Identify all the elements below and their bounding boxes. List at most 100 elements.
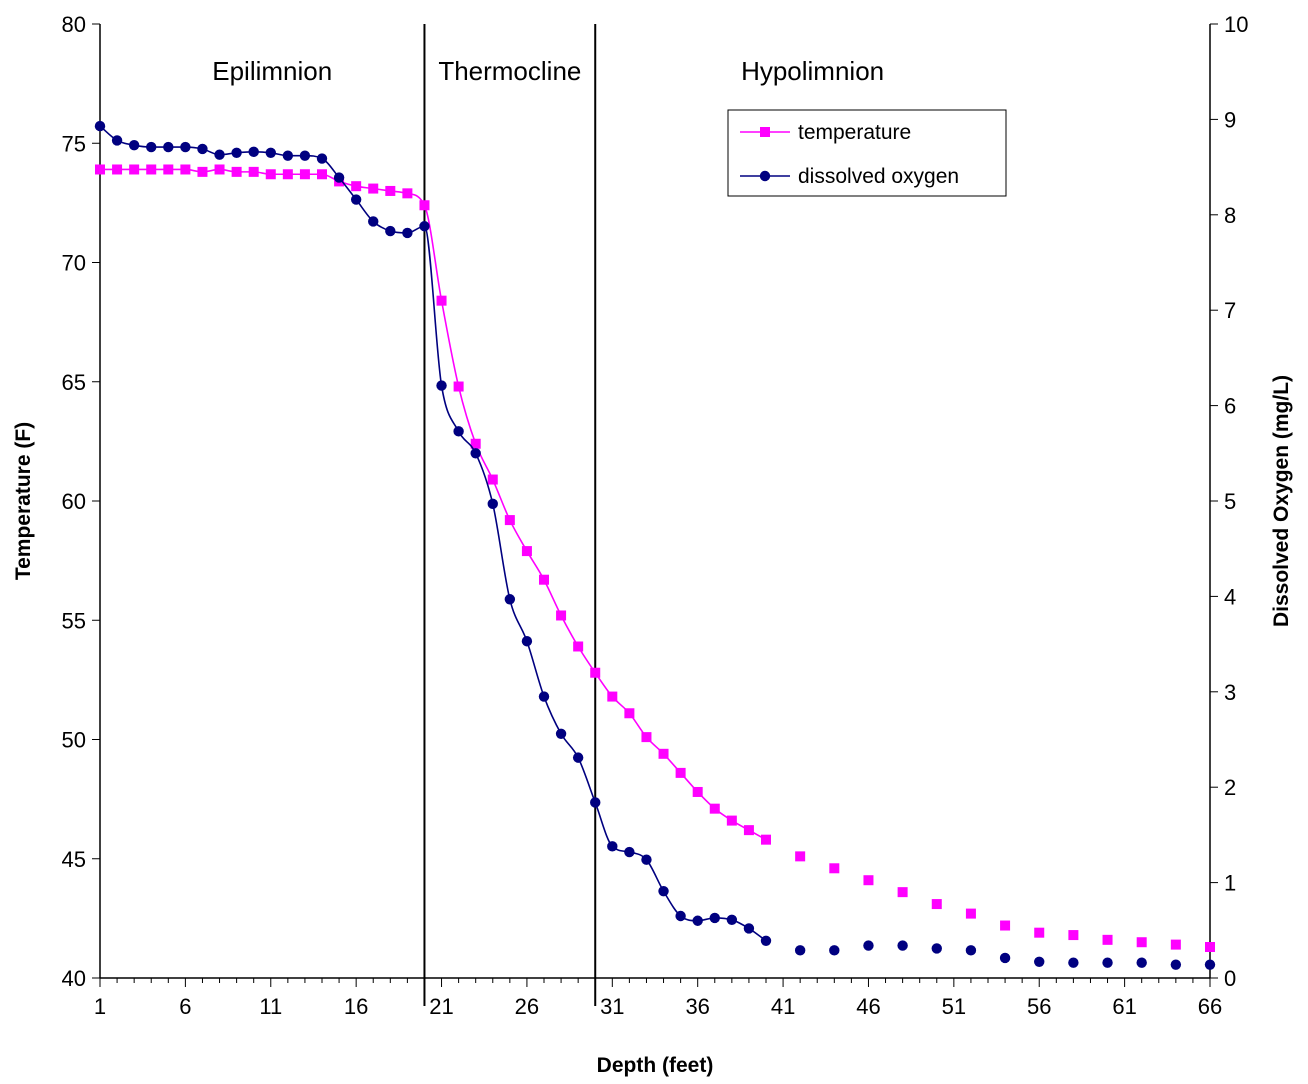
dissolved-oxygen-point (829, 945, 840, 956)
temperature-point (521, 546, 532, 557)
dissolved-oxygen-point (624, 846, 635, 858)
legend-marker-square (760, 127, 770, 137)
temperature-point (487, 474, 498, 485)
temperature-point (761, 834, 771, 845)
dissolved-oxygen-point (675, 910, 686, 922)
legend-marker-circle (759, 170, 771, 182)
dissolved-oxygen-point (658, 885, 669, 897)
dissolved-oxygen-point (248, 146, 259, 158)
right-y-tick-label: 9 (1224, 107, 1236, 132)
x-tick-label: 56 (1027, 994, 1051, 1019)
temperature-point (453, 381, 464, 392)
temperature-point (573, 641, 584, 652)
dissolved-oxygen-point (863, 940, 874, 951)
left-y-tick-label: 70 (62, 251, 86, 276)
dissolved-oxygen-point (692, 915, 703, 926)
dissolved-oxygen-point (1170, 959, 1182, 970)
dissolved-oxygen-point (214, 149, 225, 160)
dissolved-oxygen-point (760, 935, 772, 946)
right-y-tick-label: 10 (1224, 12, 1248, 37)
dissolved-oxygen-point (333, 172, 345, 183)
temperature-point (197, 166, 208, 177)
right-y-tick-label: 2 (1224, 775, 1236, 800)
dissolved-oxygen-point (128, 139, 140, 151)
dissolved-oxygen-point (1034, 956, 1045, 967)
left-y-tick-label: 55 (62, 608, 86, 633)
dissolved-oxygen-point (1102, 957, 1113, 968)
temperature-point (556, 610, 567, 621)
dissolved-oxygen-point (1204, 959, 1216, 970)
dissolved-oxygen-point (538, 691, 550, 702)
dissolved-oxygen-point (368, 216, 379, 227)
temperature-point (180, 164, 191, 175)
temperature-point (163, 164, 174, 175)
dissolved-oxygen-point (265, 147, 276, 158)
zone-label: Epilimnion (212, 56, 332, 86)
temperature-point (1205, 941, 1215, 952)
temperature-point (709, 803, 720, 814)
dissolved-oxygen-point (641, 854, 652, 865)
left-y-tick-label: 50 (62, 728, 86, 753)
x-tick-label: 6 (179, 994, 191, 1019)
right-y-tick-label: 0 (1224, 966, 1236, 991)
temperature-point (214, 164, 225, 175)
temperature-point (436, 295, 447, 306)
temperature-point (743, 825, 754, 836)
dissolved-oxygen-point (299, 150, 311, 161)
temperature-point (1170, 939, 1181, 950)
dissolved-oxygen-point (965, 945, 977, 956)
dissolved-oxygen-point (419, 221, 430, 232)
left-axis-title: Temperature (F) (12, 422, 35, 580)
temperature-point (726, 815, 737, 826)
dissolved-oxygen-point (794, 945, 806, 956)
temperature-point (385, 185, 396, 196)
temperature-point (795, 851, 806, 862)
temperature-point (299, 169, 310, 180)
temperature-point (368, 183, 379, 194)
right-y-tick-label: 4 (1224, 584, 1236, 609)
x-tick-label: 41 (771, 994, 795, 1019)
temperature-point (692, 786, 703, 797)
x-tick-label: 61 (1112, 994, 1136, 1019)
temperature-point (504, 515, 515, 526)
x-tick-label: 1 (94, 994, 106, 1019)
zone-label: Thermocline (438, 56, 581, 86)
legend: temperature dissolved oxygen (727, 109, 1007, 197)
right-y-tick-label: 8 (1224, 203, 1236, 228)
dissolved-oxygen-point (555, 728, 567, 739)
temperature-point (897, 887, 908, 898)
dissolved-oxygen-point (163, 141, 174, 153)
temperature-point (1136, 937, 1147, 948)
temperature-point (658, 748, 669, 759)
dissolved-oxygen-point (1136, 957, 1147, 968)
dissolved-oxygen-point (607, 841, 618, 852)
dissolved-oxygen-point (1068, 957, 1079, 968)
dissolved-oxygen-line (99, 125, 767, 942)
temperature-point (931, 899, 942, 910)
temperature-point (829, 863, 840, 874)
x-tick-label: 36 (685, 994, 709, 1019)
temperature-point (863, 875, 874, 886)
dissolved-oxygen-point (180, 141, 191, 153)
dissolved-oxygen-point (931, 943, 942, 954)
left-y-tick-label: 40 (62, 966, 86, 991)
left-y-tick-label: 45 (62, 847, 86, 872)
temperature-point (419, 200, 430, 211)
dissolved-oxygen-point (231, 147, 242, 158)
x-tick-label: 26 (515, 994, 539, 1019)
temperature-line (100, 168, 767, 841)
dissolved-oxygen-point (709, 912, 720, 924)
dissolved-oxygen-point (504, 594, 516, 605)
legend-label: temperature (798, 121, 911, 144)
dissolved-oxygen-point (111, 135, 123, 146)
temperature-point (146, 164, 157, 175)
temperature-point (470, 438, 481, 449)
dissolved-oxygen-point (999, 952, 1011, 964)
temperature-point (282, 169, 293, 180)
right-y-tick-label: 1 (1224, 871, 1236, 896)
left-y-tick-label: 80 (62, 12, 86, 37)
dissolved-oxygen-point (146, 141, 157, 153)
right-y-tick-label: 7 (1224, 298, 1236, 323)
dissolved-oxygen-point (487, 498, 498, 510)
dissolved-oxygen-point (897, 940, 908, 951)
